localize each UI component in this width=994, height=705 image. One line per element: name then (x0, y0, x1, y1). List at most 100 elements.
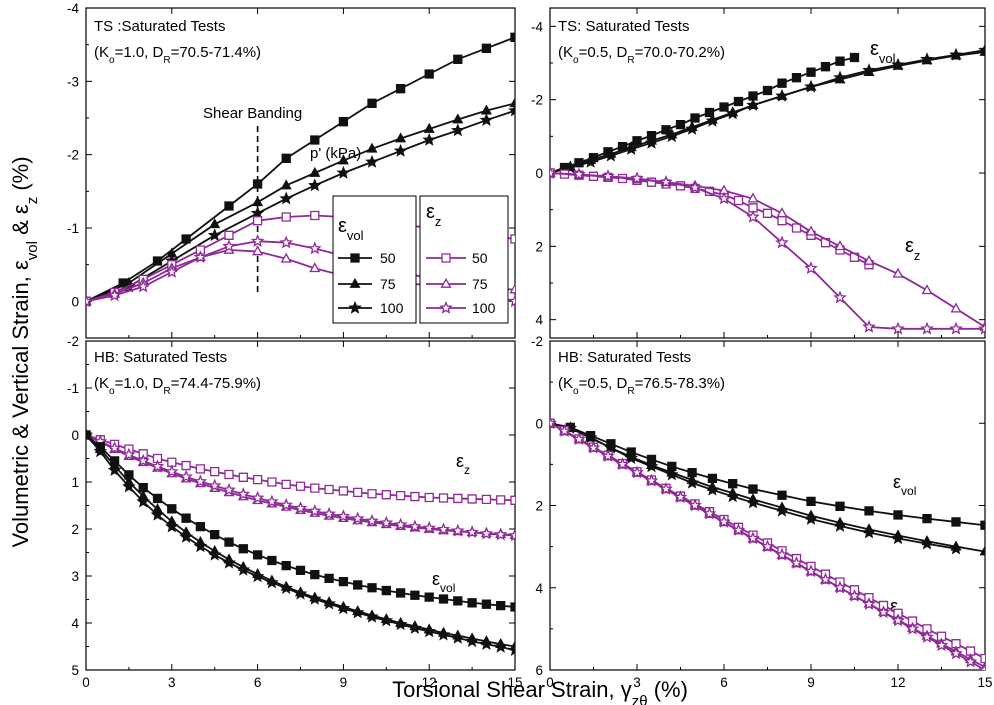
data-point (308, 241, 322, 255)
data-point (922, 624, 932, 634)
data-point (624, 142, 638, 155)
data-point (336, 601, 351, 615)
data-point (717, 191, 731, 205)
data-point (510, 32, 515, 42)
data-point (408, 621, 422, 634)
data-point (760, 539, 775, 553)
data-point (107, 463, 122, 477)
data-point (280, 179, 292, 190)
data-point (365, 513, 379, 527)
data-point (748, 484, 758, 494)
y-tick-label: 0 (535, 166, 543, 181)
data-point (630, 465, 644, 479)
data-point (310, 135, 320, 145)
data-point (728, 479, 738, 489)
data-point (453, 493, 463, 504)
data-point (717, 514, 731, 528)
y-tick-label: 6 (535, 663, 543, 678)
data-point (775, 88, 789, 102)
data-point (86, 294, 93, 308)
y-tick-label: 4 (535, 581, 543, 596)
shear-banding-label: Shear Banding (203, 105, 302, 122)
data-point (493, 639, 508, 653)
data-point (252, 475, 263, 485)
data-point (395, 132, 407, 143)
data-point (207, 478, 222, 492)
y-tick-label: 4 (71, 616, 79, 631)
panel-title: TS: Saturated Tests (558, 18, 689, 35)
data-point (309, 262, 321, 273)
data-point (422, 132, 436, 146)
data-point (252, 216, 263, 226)
y-tick-label: 4 (535, 313, 543, 328)
data-point (905, 621, 920, 635)
y-tick-label: 3 (71, 569, 79, 584)
data-point (267, 555, 277, 566)
data-point (789, 555, 804, 569)
data-point (167, 457, 177, 467)
series-line (86, 434, 515, 652)
data-point (847, 588, 862, 602)
data-point (777, 216, 787, 226)
data-point (381, 585, 391, 596)
y-tick-label: -1 (67, 381, 79, 396)
data-point (336, 509, 351, 523)
y-tick-label: 0 (535, 416, 543, 431)
data-point (644, 135, 659, 149)
data-point (138, 482, 148, 493)
data-point (279, 235, 293, 249)
data-point (393, 617, 408, 631)
data-point (265, 575, 279, 589)
data-point (353, 487, 363, 497)
data-point (835, 501, 845, 511)
legend-marker (350, 253, 360, 263)
legend-label: 100 (472, 300, 496, 316)
data-point (601, 449, 615, 462)
data-point (557, 423, 572, 437)
data-point (775, 547, 789, 561)
legend-marker (441, 253, 451, 263)
series-line (550, 172, 985, 330)
data-point (550, 165, 557, 179)
data-point (207, 228, 222, 242)
data-point (365, 609, 379, 623)
data-point (979, 545, 985, 556)
data-point (210, 467, 220, 477)
data-point (675, 119, 686, 130)
data-point (746, 209, 760, 223)
data-point (322, 596, 336, 610)
data-point (777, 78, 787, 88)
legend-box-z (419, 195, 509, 324)
data-point (949, 646, 963, 660)
data-point (438, 493, 449, 503)
data-point (685, 121, 699, 135)
series-group (550, 416, 985, 670)
data-point (195, 464, 206, 474)
panel-hb-ko05: HB: Saturated Tests (Ko=0.5, DR=76.5-78.… (531, 334, 993, 690)
data-point (604, 148, 618, 162)
data-point (685, 475, 699, 489)
data-point (209, 218, 221, 229)
legend-label: 50 (472, 250, 488, 266)
legend-marker (440, 277, 452, 288)
data-point (733, 195, 744, 206)
legend-marker (349, 277, 361, 288)
data-point (393, 517, 408, 531)
data-point (207, 547, 222, 561)
data-point (365, 154, 379, 168)
data-point (86, 427, 93, 441)
data-point (550, 416, 557, 430)
data-point (422, 624, 436, 638)
data-point (436, 522, 451, 536)
data-point (920, 536, 934, 550)
data-point (136, 453, 150, 467)
data-point (479, 637, 494, 650)
data-point (165, 264, 179, 278)
data-point (293, 586, 308, 600)
data-point (252, 179, 263, 189)
data-point (481, 494, 492, 505)
data-point (224, 201, 234, 211)
data-point (281, 561, 291, 571)
data-point (179, 469, 193, 483)
